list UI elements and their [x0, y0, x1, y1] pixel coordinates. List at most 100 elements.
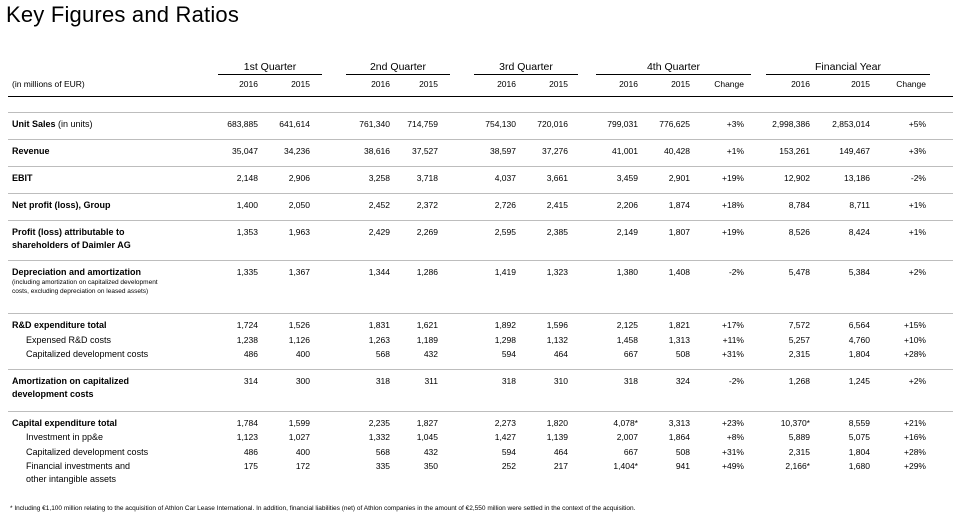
table-cell: 40,428 — [664, 146, 690, 156]
row-divider — [8, 369, 953, 370]
row-label-text: Unit Sales — [12, 119, 56, 129]
table-cell: 1,820 — [546, 418, 568, 428]
table-cell: 34,236 — [284, 146, 310, 156]
table-cell: 37,527 — [412, 146, 438, 156]
table-cell: +16% — [904, 432, 926, 442]
table-cell: 1,367 — [288, 267, 310, 277]
table-cell: +29% — [904, 461, 926, 471]
row-label: Investment in pp&e — [26, 431, 103, 444]
table-cell: 5,257 — [788, 335, 810, 345]
table-cell: 1,027 — [288, 432, 310, 442]
table-cell: 486 — [243, 447, 258, 457]
table-cell: 172 — [295, 461, 310, 471]
table-cell: 776,625 — [659, 119, 690, 129]
table-cell: 432 — [423, 349, 438, 359]
row-label-text: Investment in pp&e — [26, 432, 104, 442]
table-cell: 761,340 — [359, 119, 390, 129]
table-cell: 1,864 — [668, 432, 690, 442]
table-cell: 1,804 — [848, 447, 870, 457]
table-cell: -2% — [910, 173, 926, 183]
table-cell: 2,429 — [368, 227, 390, 237]
table-cell: +31% — [722, 447, 744, 457]
year-header: 2015 — [671, 79, 690, 89]
table-cell: 8,559 — [848, 418, 870, 428]
table-cell: 1,408 — [668, 267, 690, 277]
page-title: Key Figures and Ratios — [6, 2, 240, 27]
year-header: Change — [896, 79, 926, 89]
row-label-line2: development costs — [12, 389, 94, 399]
row-label: Amortization on capitalized — [12, 375, 129, 388]
table-cell: 1,189 — [416, 335, 438, 345]
table-cell: +31% — [722, 349, 744, 359]
table-cell: 683,885 — [227, 119, 258, 129]
table-cell: 1,045 — [416, 432, 438, 442]
row-label-text: R&D expenditure total — [12, 320, 107, 330]
table-cell: 1,804 — [848, 349, 870, 359]
table-cell: 2,273 — [494, 418, 516, 428]
table-cell: 3,718 — [416, 173, 438, 183]
row-label-text: Depreciation and amortization — [12, 267, 142, 277]
table-cell: 2,998,386 — [772, 119, 810, 129]
row-label: Revenue — [12, 145, 50, 158]
table-cell: 1,621 — [416, 320, 438, 330]
table-cell: +3% — [726, 119, 744, 129]
row-label-text: Capital expenditure total — [12, 418, 118, 428]
year-header: 2015 — [549, 79, 568, 89]
table-cell: 2,372 — [416, 200, 438, 210]
table-cell: 1,596 — [546, 320, 568, 330]
table-cell: 2,050 — [288, 200, 310, 210]
table-cell: 8,526 — [788, 227, 810, 237]
table-cell: 8,424 — [848, 227, 870, 237]
table-cell: 5,384 — [848, 267, 870, 277]
table-cell: 318 — [623, 376, 638, 386]
table-cell: 641,614 — [279, 119, 310, 129]
row-label: Expensed R&D costs — [26, 334, 111, 347]
table-cell: 1,419 — [494, 267, 516, 277]
table-cell: 4,078* — [613, 418, 638, 428]
table-cell: 8,711 — [849, 200, 870, 210]
table-cell: +3% — [908, 146, 926, 156]
table-cell: 1,821 — [668, 320, 690, 330]
row-label-line2: shareholders of Daimler AG — [12, 240, 131, 250]
row-label-text: Amortization on capitalized — [12, 376, 130, 386]
year-header: 2015 — [851, 79, 870, 89]
table-cell: 2,235 — [368, 418, 390, 428]
table-cell: 2,315 — [788, 349, 810, 359]
table-cell: 318 — [501, 376, 516, 386]
year-header: 2016 — [497, 79, 516, 89]
table-cell: 5,478 — [788, 267, 810, 277]
table-cell: 1,132 — [546, 335, 568, 345]
table-cell: +1% — [726, 146, 744, 156]
table-cell: 5,075 — [848, 432, 870, 442]
table-cell: 3,258 — [368, 173, 390, 183]
table-cell: 5,889 — [788, 432, 810, 442]
table-cell: 568 — [375, 349, 390, 359]
table-cell: 217 — [553, 461, 568, 471]
table-cell: 432 — [423, 447, 438, 457]
year-header: 2016 — [239, 79, 258, 89]
table-cell: 310 — [553, 376, 568, 386]
row-divider — [8, 166, 953, 167]
row-label: Capitalized development costs — [26, 348, 148, 361]
row-label: Depreciation and amortization — [12, 266, 141, 279]
table-cell: 594 — [501, 447, 516, 457]
table-cell: +5% — [908, 119, 926, 129]
row-label-text: EBIT — [12, 173, 33, 183]
row-label: Financial investments and — [26, 460, 130, 473]
table-cell: 2,148 — [236, 173, 258, 183]
row-label-text: Expensed R&D costs — [26, 335, 112, 345]
row-label-text: Capitalized development costs — [26, 349, 149, 359]
table-cell: 175 — [243, 461, 258, 471]
row-label-text: Revenue — [12, 146, 50, 156]
table-cell: 314 — [243, 376, 258, 386]
table-cell: 1,680 — [848, 461, 870, 471]
year-header: 2015 — [291, 79, 310, 89]
table-cell: 1,427 — [494, 432, 516, 442]
row-divider — [8, 139, 953, 140]
row-label-text: Profit (loss) attributable to — [12, 227, 125, 237]
table-cell: 1,263 — [368, 335, 390, 345]
row-label: Capitalized development costs — [26, 446, 148, 459]
row-divider — [8, 220, 953, 221]
table-cell: 38,597 — [490, 146, 516, 156]
row-divider — [8, 313, 953, 314]
